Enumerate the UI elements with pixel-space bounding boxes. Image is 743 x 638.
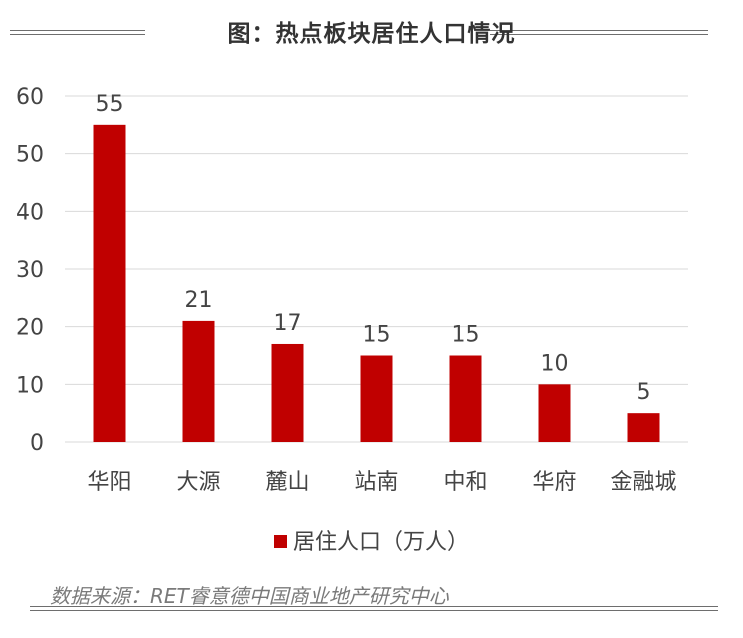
x-tick-label: 中和 <box>443 470 487 495</box>
legend-label: 居住人口（万人） <box>292 530 469 555</box>
y-tick-label: 30 <box>16 258 44 283</box>
y-tick-label: 0 <box>30 431 44 456</box>
data-label: 55 <box>96 92 124 117</box>
bar <box>360 355 393 442</box>
x-tick-label: 站南 <box>354 470 398 495</box>
y-tick-label: 60 <box>16 85 44 110</box>
bar <box>93 124 126 442</box>
title-rule-right-top <box>490 30 708 31</box>
x-tick-label: 麓山 <box>265 470 309 495</box>
x-tick-label: 华阳 <box>87 470 131 495</box>
footer-rule-bottom <box>30 610 718 611</box>
data-label: 21 <box>185 288 213 313</box>
bar-chart: 0 10 20 30 40 50 60 55 华阳 21 大源 17 麓山 15 站南 15 中和 10 华府 5 金融… <box>16 85 688 495</box>
x-tick-label: 华府 <box>532 470 576 495</box>
data-label: 15 <box>363 323 391 348</box>
x-tick-label: 大源 <box>176 470 220 495</box>
data-label: 5 <box>637 380 651 405</box>
y-tick-label: 10 <box>16 373 44 398</box>
bar <box>271 343 304 442</box>
y-tick-label: 50 <box>16 143 44 168</box>
title-rule-right-bottom <box>490 34 708 35</box>
data-label: 10 <box>541 351 569 376</box>
bar <box>538 384 571 442</box>
chart-title: 图：热点板块居住人口情况 <box>227 21 516 47</box>
y-tick-label: 40 <box>16 200 44 225</box>
bar <box>182 320 215 442</box>
bar <box>449 355 482 442</box>
x-tick-label: 金融城 <box>610 470 676 495</box>
legend-swatch <box>273 535 287 548</box>
bar <box>627 413 660 442</box>
data-label: 15 <box>452 323 480 348</box>
footer-rule-top <box>30 606 718 607</box>
y-tick-label: 20 <box>16 316 44 341</box>
data-label: 17 <box>274 311 302 336</box>
legend: 居住人口（万人） <box>0 524 743 556</box>
title-rule-left-top <box>10 30 145 31</box>
title-rule-left-bottom <box>10 34 145 35</box>
source-note: 数据来源：RET睿意德中国商业地产研究中心 <box>50 584 449 608</box>
